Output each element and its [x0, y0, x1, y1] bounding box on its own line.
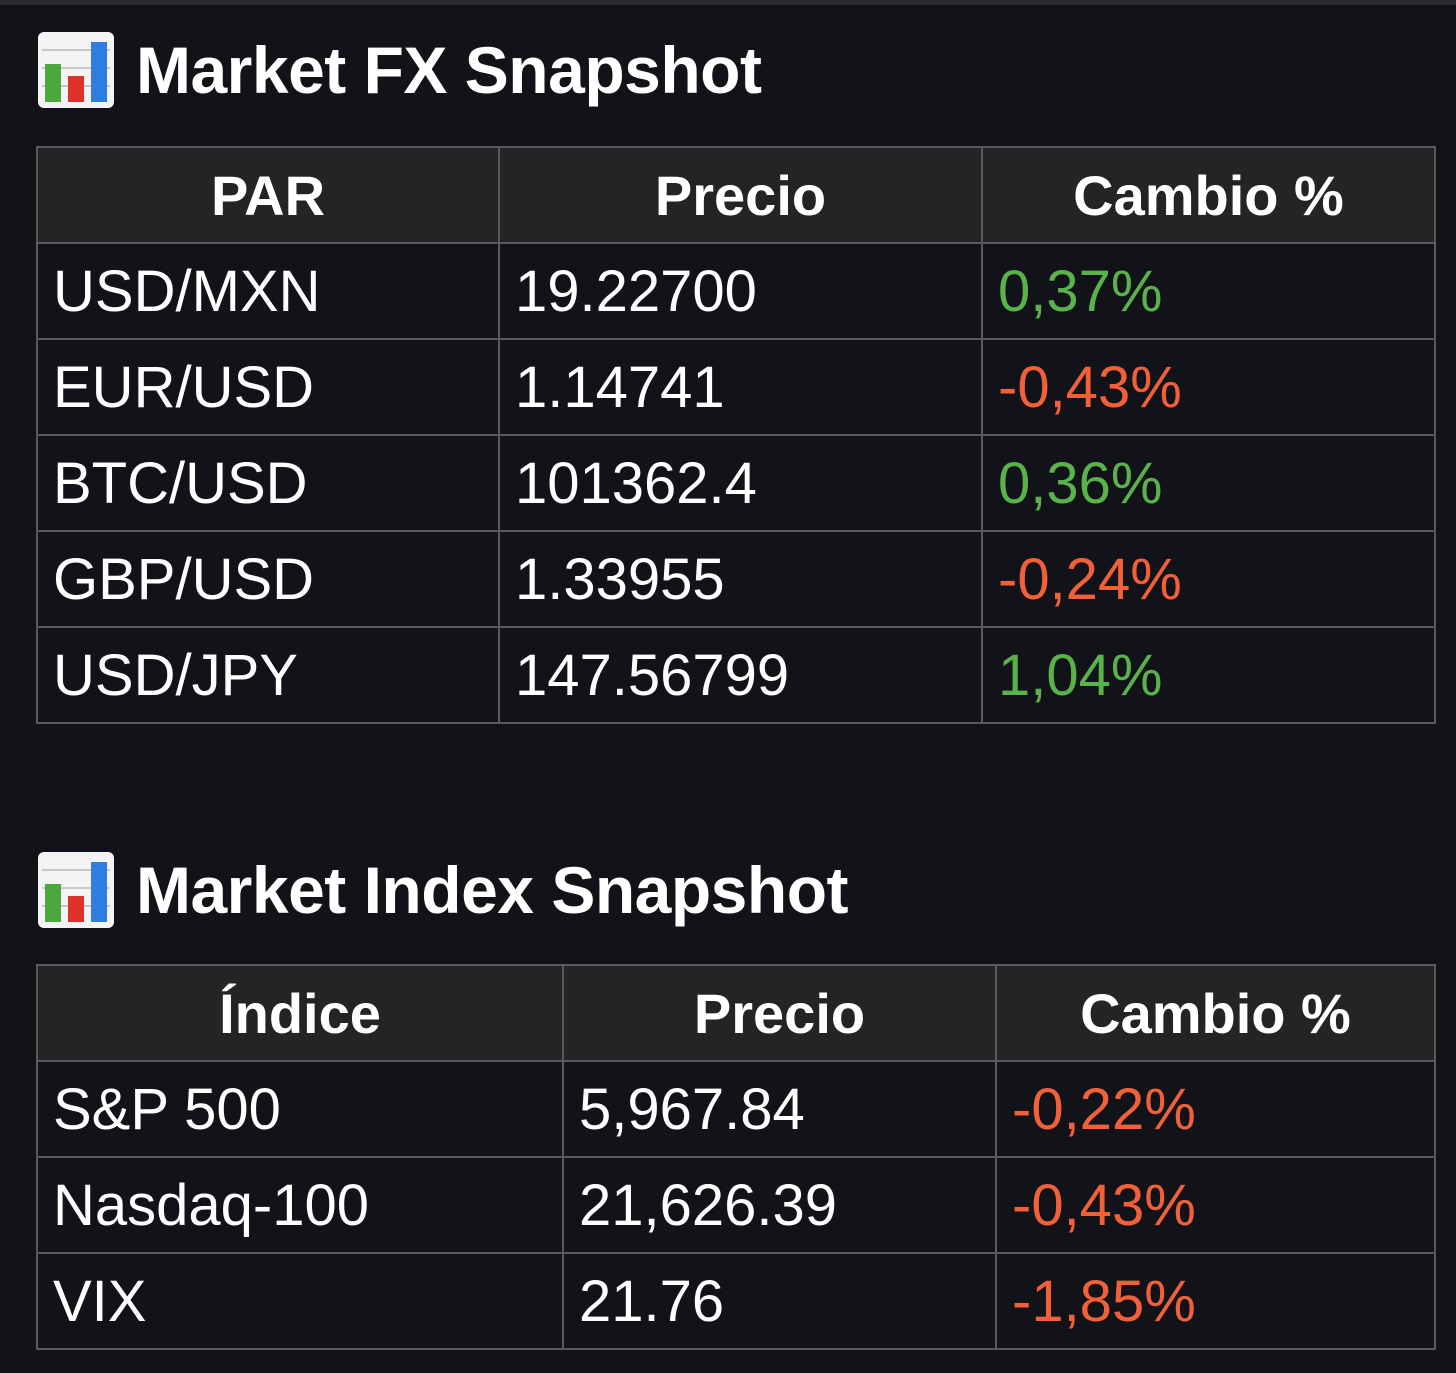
fx-title-row: Market FX Snapshot: [36, 30, 1434, 110]
fx-pair: USD/JPY: [36, 626, 500, 724]
index-header-change: Cambio %: [995, 964, 1436, 1062]
fx-snapshot-section: Market FX Snapshot PAR Precio Cambio % U…: [36, 30, 1436, 724]
table-row: VIX 21.76 -1,85%: [36, 1252, 1436, 1350]
top-divider: [0, 0, 1456, 5]
fx-change: -0,24%: [981, 530, 1436, 628]
bar-chart-icon: [38, 852, 114, 928]
index-price: 5,967.84: [562, 1060, 997, 1158]
index-header-name: Índice: [36, 964, 564, 1062]
fx-pair: USD/MXN: [36, 242, 500, 340]
index-name: S&P 500: [36, 1060, 564, 1158]
index-header-row: Índice Precio Cambio %: [36, 964, 1436, 1062]
index-price: 21.76: [562, 1252, 997, 1350]
fx-header-price: Precio: [498, 146, 983, 244]
index-snapshot-section: Market Index Snapshot Índice Precio Camb…: [36, 850, 1436, 1350]
fx-price: 147.56799: [498, 626, 983, 724]
table-row: Nasdaq-100 21,626.39 -0,43%: [36, 1156, 1436, 1254]
table-row: USD/MXN 19.22700 0,37%: [36, 242, 1436, 340]
fx-pair: BTC/USD: [36, 434, 500, 532]
index-name: Nasdaq-100: [36, 1156, 564, 1254]
index-name: VIX: [36, 1252, 564, 1350]
fx-price: 1.33955: [498, 530, 983, 628]
table-row: EUR/USD 1.14741 -0,43%: [36, 338, 1436, 436]
index-change: -1,85%: [995, 1252, 1436, 1350]
index-table: Índice Precio Cambio % S&P 500 5,967.84 …: [36, 964, 1436, 1350]
fx-pair: EUR/USD: [36, 338, 500, 436]
fx-change: 0,37%: [981, 242, 1436, 340]
index-title: Market Index Snapshot: [136, 853, 849, 927]
table-row: S&P 500 5,967.84 -0,22%: [36, 1060, 1436, 1158]
fx-header-row: PAR Precio Cambio %: [36, 146, 1436, 244]
bar-chart-icon: [38, 32, 114, 108]
index-change: -0,43%: [995, 1156, 1436, 1254]
index-title-row: Market Index Snapshot: [36, 850, 1434, 930]
fx-price: 19.22700: [498, 242, 983, 340]
fx-price: 101362.4: [498, 434, 983, 532]
fx-title: Market FX Snapshot: [136, 33, 762, 107]
fx-header-change: Cambio %: [981, 146, 1436, 244]
fx-change: -0,43%: [981, 338, 1436, 436]
fx-table: PAR Precio Cambio % USD/MXN 19.22700 0,3…: [36, 146, 1436, 724]
fx-header-pair: PAR: [36, 146, 500, 244]
table-row: GBP/USD 1.33955 -0,24%: [36, 530, 1436, 628]
fx-change: 1,04%: [981, 626, 1436, 724]
index-header-price: Precio: [562, 964, 997, 1062]
fx-price: 1.14741: [498, 338, 983, 436]
index-change: -0,22%: [995, 1060, 1436, 1158]
table-row: BTC/USD 101362.4 0,36%: [36, 434, 1436, 532]
fx-change: 0,36%: [981, 434, 1436, 532]
index-price: 21,626.39: [562, 1156, 997, 1254]
fx-pair: GBP/USD: [36, 530, 500, 628]
table-row: USD/JPY 147.56799 1,04%: [36, 626, 1436, 724]
